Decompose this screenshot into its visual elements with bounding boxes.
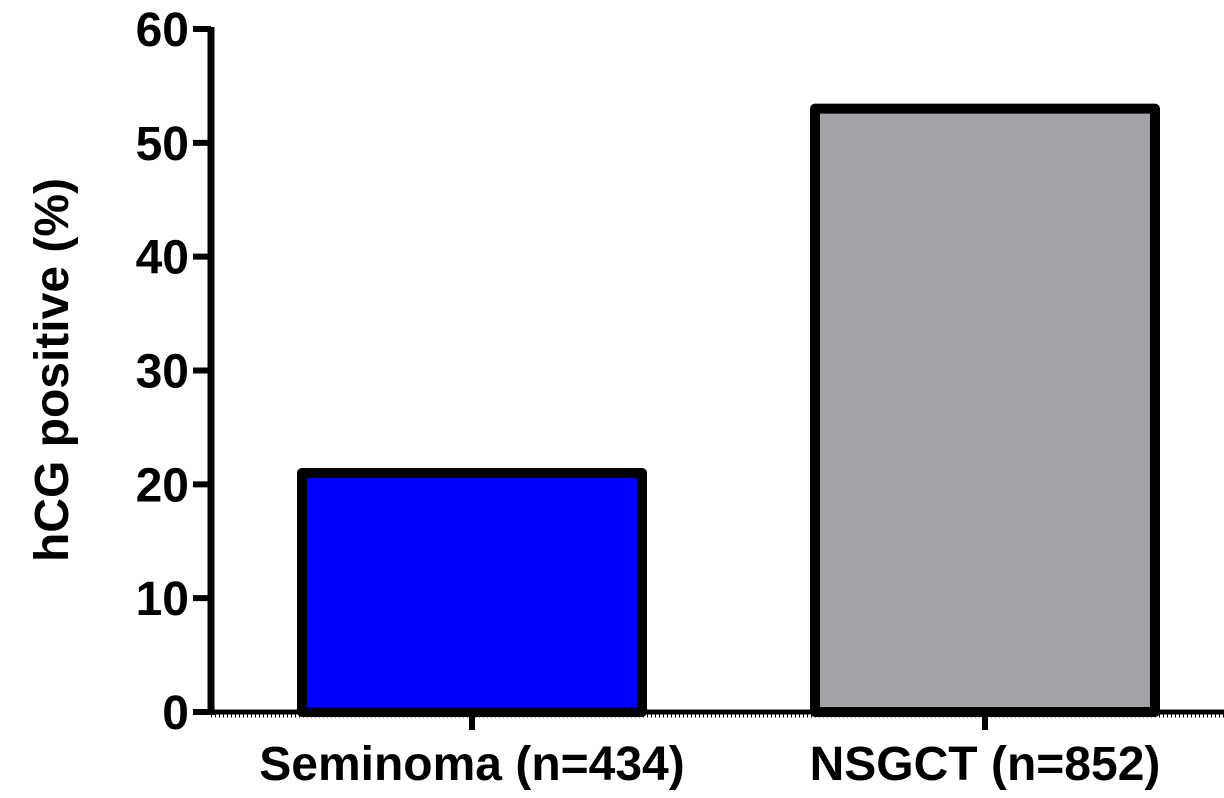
- y-tick-label: 20: [136, 459, 189, 512]
- ticks-layer: 0 10 20 30 40 50 60 Seminoma (n=434) NSGCT (n=85…: [136, 4, 1224, 791]
- y-tick-label: 30: [136, 346, 189, 399]
- x-tick-label: NSGCT (n=852): [810, 738, 1161, 791]
- y-tick-label: 40: [136, 232, 189, 285]
- y-tick-label: 60: [136, 4, 189, 57]
- bar-1: [297, 467, 647, 718]
- y-tick-label: 0: [162, 687, 189, 740]
- x-tick-label: Seminoma (n=434): [259, 738, 684, 791]
- bars-layer: [297, 103, 1160, 718]
- bar-2: [810, 103, 1160, 717]
- labels-layer: hCG positive (%): [26, 178, 79, 562]
- y-axis-title: hCG positive (%): [26, 178, 79, 562]
- y-tick-label: 50: [136, 118, 189, 171]
- y-tick-label: 10: [136, 573, 189, 626]
